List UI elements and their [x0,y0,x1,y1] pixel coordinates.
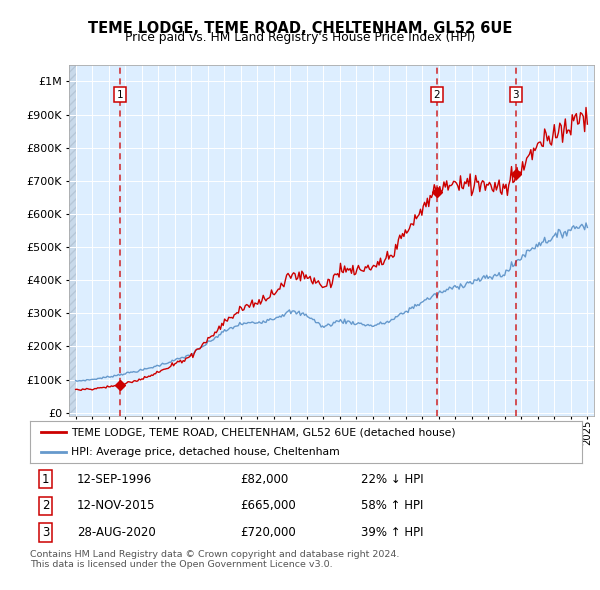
Text: 28-AUG-2020: 28-AUG-2020 [77,526,155,539]
Text: 2: 2 [433,90,440,100]
Text: 2: 2 [42,499,49,513]
Text: 22% ↓ HPI: 22% ↓ HPI [361,473,424,486]
Text: £82,000: £82,000 [240,473,288,486]
Text: 12-NOV-2015: 12-NOV-2015 [77,499,155,513]
Text: TEME LODGE, TEME ROAD, CHELTENHAM, GL52 6UE: TEME LODGE, TEME ROAD, CHELTENHAM, GL52 … [88,21,512,35]
Text: 12-SEP-1996: 12-SEP-1996 [77,473,152,486]
Text: 39% ↑ HPI: 39% ↑ HPI [361,526,424,539]
Bar [69,65,76,416]
Text: Price paid vs. HM Land Registry's House Price Index (HPI): Price paid vs. HM Land Registry's House … [125,31,475,44]
Text: HPI: Average price, detached house, Cheltenham: HPI: Average price, detached house, Chel… [71,447,340,457]
Text: 3: 3 [512,90,519,100]
Text: £665,000: £665,000 [240,499,296,513]
Text: 58% ↑ HPI: 58% ↑ HPI [361,499,424,513]
Text: TEME LODGE, TEME ROAD, CHELTENHAM, GL52 6UE (detached house): TEME LODGE, TEME ROAD, CHELTENHAM, GL52 … [71,427,456,437]
Text: £720,000: £720,000 [240,526,296,539]
Text: Contains HM Land Registry data © Crown copyright and database right 2024.
This d: Contains HM Land Registry data © Crown c… [30,550,400,569]
Text: 1: 1 [117,90,124,100]
Text: 3: 3 [42,526,49,539]
Text: 1: 1 [42,473,49,486]
